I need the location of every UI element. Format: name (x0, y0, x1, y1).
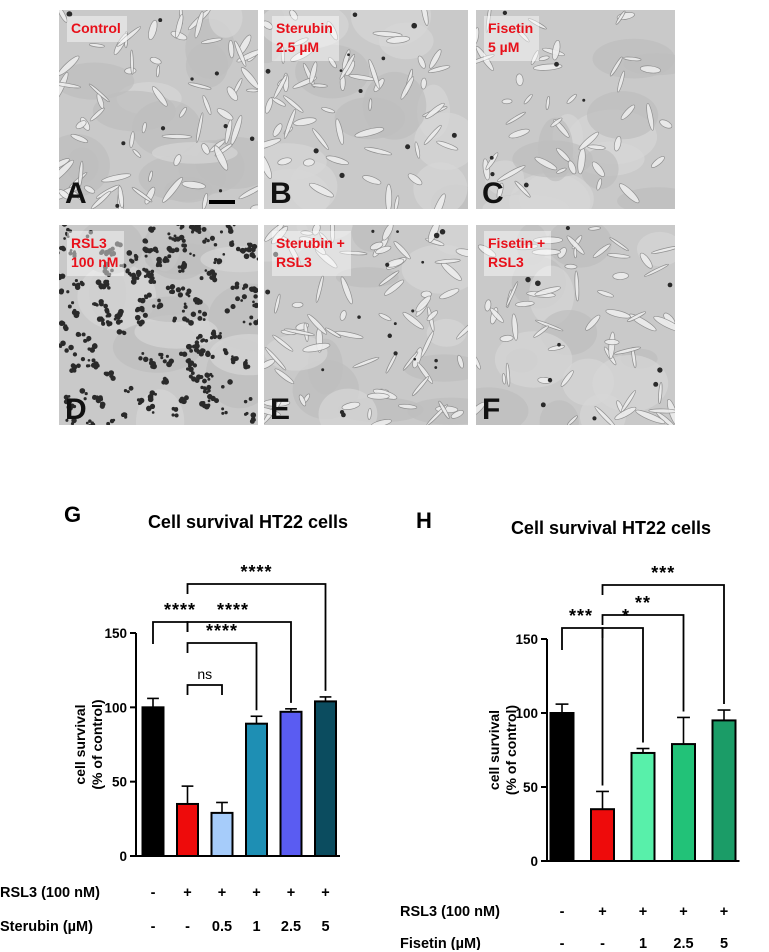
chart-g-sterubin: G Cell survival HT22 cells 0 50 100 150 cell s… (0, 502, 348, 935)
treatment-value: - (151, 919, 156, 935)
chart-h-fisetin: H Cell survival HT22 cells 0 50 100 150 cell s… (400, 508, 740, 950)
significance-bracket (601, 584, 725, 705)
panel-letter: E (270, 393, 291, 425)
treatment-row-label: RSL3 (100 nM) (0, 885, 100, 901)
treatment-value: + (598, 904, 606, 920)
chart-title: Cell survival HT22 cells (511, 518, 711, 538)
treatment-value: + (639, 904, 647, 920)
significance-bracket (186, 621, 292, 703)
y-axis-label: cell survival (486, 710, 502, 790)
cell-texture (59, 225, 258, 425)
treatment-value: - (560, 904, 565, 920)
bar (630, 751, 656, 862)
treatment-value: - (185, 919, 190, 935)
bar (671, 743, 696, 862)
chart-title: Cell survival HT22 cells (148, 512, 348, 532)
cell-texture (476, 225, 675, 425)
significance-label: ** (635, 593, 651, 613)
panel-letter: F (482, 393, 501, 425)
cell-texture (264, 225, 468, 425)
panel-letter: H (416, 508, 432, 533)
cell-texture (264, 10, 468, 209)
panel-label: Control (67, 16, 127, 42)
treatment-row-label: Fisetin (µM) (400, 936, 481, 950)
treatment-value: 1 (639, 936, 647, 950)
panel-label: Sterubin + RSL3 (272, 231, 351, 276)
y-tick-label: 100 (515, 706, 538, 721)
treatment-value: + (720, 904, 728, 920)
treatment-value: + (679, 904, 687, 920)
bar (314, 700, 337, 857)
significance-label: **** (217, 600, 249, 620)
micrograph-control: Control A (59, 10, 258, 209)
treatment-value: 0.5 (212, 919, 232, 935)
micrograph-rsl3: RSL3 100 nM D (59, 225, 258, 425)
significance-bracket (152, 621, 189, 644)
significance-bracket (601, 614, 685, 712)
y-tick-label: 150 (515, 632, 538, 647)
treatment-value: 5 (720, 936, 728, 950)
bar (279, 710, 303, 857)
y-tick-label: 100 (104, 700, 127, 715)
treatment-value: + (183, 885, 191, 901)
treatment-value: + (287, 885, 295, 901)
significance-label: **** (240, 562, 272, 582)
y-tick-label: 50 (112, 775, 127, 790)
significance-bracket (561, 627, 604, 786)
treatment-value: 2.5 (281, 919, 301, 935)
treatment-value: - (151, 885, 156, 901)
significance-bracket (601, 627, 644, 743)
treatment-value: - (560, 936, 565, 950)
significance-label: *** (569, 606, 593, 626)
treatment-value: + (218, 885, 226, 901)
treatment-value: - (600, 936, 605, 950)
bar (549, 712, 575, 862)
significance-bracket (186, 642, 258, 711)
panel-letter: D (65, 393, 87, 425)
y-axis-label: cell survival (72, 704, 88, 784)
micrograph-fisetin-rsl3: Fisetin + RSL3 F (476, 225, 675, 425)
bar (210, 811, 234, 857)
significance-label: ns (197, 666, 212, 682)
significance-label: * (622, 606, 630, 626)
treatment-row-label: Sterubin (µM) (0, 919, 93, 935)
bar (176, 802, 199, 858)
treatment-value: + (321, 885, 329, 901)
treatment-value: 5 (321, 919, 329, 935)
panel-letter: C (482, 177, 504, 209)
significance-bracket (186, 583, 327, 691)
cell-texture (476, 10, 675, 209)
significance-bracket (186, 684, 223, 695)
y-tick-label: 0 (119, 849, 127, 864)
y-axis-label: (% of control) (89, 699, 105, 789)
treatment-value: 2.5 (673, 936, 693, 950)
treatment-row-label: RSL3 (100 nM) (400, 904, 500, 920)
scale-bar (209, 200, 235, 204)
panel-label: Sterubin 2.5 µM (272, 16, 339, 61)
bar (245, 722, 268, 857)
cell-texture (59, 10, 258, 209)
panel-letter: A (65, 177, 87, 209)
y-tick-label: 50 (523, 780, 538, 795)
panel-label: Fisetin + RSL3 (484, 231, 552, 276)
treatment-value: + (252, 885, 260, 901)
micrograph-sterubin-rsl3: Sterubin + RSL3 E (264, 225, 468, 425)
bar (711, 719, 737, 862)
y-tick-label: 0 (530, 854, 538, 869)
micrograph-sterubin: Sterubin 2.5 µM B (264, 10, 468, 209)
micrograph-fisetin: Fisetin 5 µM C (476, 10, 675, 209)
significance-label: *** (651, 563, 675, 583)
panel-letter: G (64, 502, 81, 527)
panel-label: RSL3 100 nM (67, 231, 125, 276)
y-axis-label: (% of control) (503, 705, 519, 795)
bar (141, 706, 165, 857)
significance-label: **** (164, 600, 196, 620)
y-tick-label: 150 (104, 626, 127, 641)
treatment-value: 1 (252, 919, 260, 935)
bar (590, 808, 615, 863)
significance-label: **** (206, 621, 238, 641)
panel-letter: B (270, 177, 292, 209)
panel-label: Fisetin 5 µM (484, 16, 540, 61)
